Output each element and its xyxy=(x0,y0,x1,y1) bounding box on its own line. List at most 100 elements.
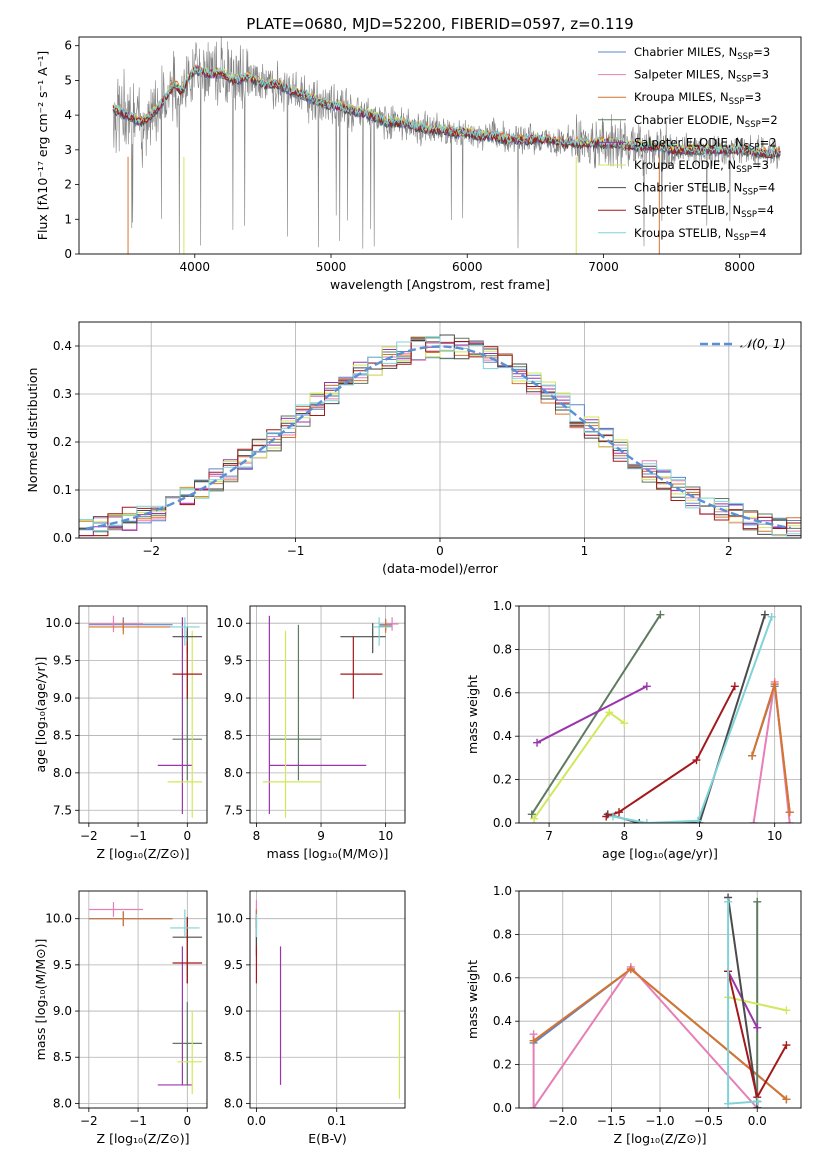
model-line-kroupa-stelib xyxy=(112,65,781,158)
legend-eq: = xyxy=(760,135,770,149)
axes-frame xyxy=(518,605,802,824)
legend-eq: = xyxy=(752,158,762,172)
series-line xyxy=(536,685,648,744)
series-marker xyxy=(635,819,644,823)
legend-subscript: SSP xyxy=(741,210,757,220)
legend-series-name: Kroupa ELODIE xyxy=(634,158,720,172)
y-tick-label: 2 xyxy=(64,178,72,192)
errorbar-chabrier-stelib xyxy=(340,623,386,654)
x-tick-label: 6000 xyxy=(452,260,483,274)
age-vs-mass-panel: 8 9 10 7.5 8.0 8.5 9.0 9.5 10.0 mass [log₁₀(M/M⊙)… xyxy=(216,605,406,861)
x-tick-label: −1 xyxy=(129,1114,147,1128)
series-marker xyxy=(782,1006,791,1015)
y-tick-label: 8.5 xyxy=(53,728,72,742)
legend-n-label: , N xyxy=(720,158,736,172)
errorbar-kroupa-elodie xyxy=(177,1011,203,1095)
errorbar-salpeter-miles xyxy=(88,615,143,633)
errorbar-kroupa-miles xyxy=(88,619,173,635)
series-line xyxy=(532,965,758,1108)
x-tick-label: −2.0 xyxy=(548,1114,577,1128)
x-tick-label: 2 xyxy=(725,544,733,558)
errorbar-kroupa-miles xyxy=(88,911,173,927)
legend-entry: Chabrier STELIB, NSSP=4 xyxy=(634,181,775,198)
series-marker xyxy=(749,819,758,823)
legend-subscript: SSP xyxy=(745,120,761,130)
axes-decor: −2.0 −1.5 −1.0 −0.5 0.0 0.0 0.2 0.4 0.6 0.8 1.0 Z [… xyxy=(465,884,802,1146)
x-tick-label: 0 xyxy=(183,1114,191,1128)
series-marker xyxy=(782,1095,791,1104)
x-tick-label: −0.5 xyxy=(694,1114,723,1128)
plot-area xyxy=(88,615,203,818)
series-kroupa-stelib xyxy=(609,612,776,823)
y-tick-label: 0.2 xyxy=(53,435,72,449)
y-axis-label: Normed distribution xyxy=(25,368,40,493)
series-kroupa-miles xyxy=(529,965,791,1104)
x-tick-label: −2 xyxy=(80,829,98,843)
legend-n-value: 4 xyxy=(767,203,774,217)
errorbar-salpeter-miles xyxy=(385,617,399,631)
legend-eq: = xyxy=(757,203,767,217)
weight-vs-metallicity-panel: −2.0 −1.5 −1.0 −0.5 0.0 0.0 0.2 0.4 0.6 0.8 1.0 Z [… xyxy=(465,884,802,1146)
y-tick-label: 8.0 xyxy=(224,1096,243,1110)
series-marker xyxy=(693,816,702,823)
axes-decor: 0.0 0.1 8.0 8.5 9.0 9.5 10.0 E(B-V) xyxy=(216,890,406,1146)
y-tick-label: 5 xyxy=(64,73,72,87)
histogram-step-kroupa-stelib xyxy=(79,336,801,537)
y-tick-label: 8.0 xyxy=(53,1096,72,1110)
y-tick-label: 1.0 xyxy=(493,599,512,613)
legend-series-name: Chabrier STELIB xyxy=(634,181,726,195)
legend-subscript: SSP xyxy=(742,188,758,198)
y-tick-label: 0 xyxy=(64,247,72,261)
series-marker xyxy=(748,751,757,760)
axes-frame xyxy=(518,890,802,1109)
legend-series-name: Kroupa MILES xyxy=(634,90,713,104)
series-marker xyxy=(767,612,776,621)
y-tick-label: 1 xyxy=(64,212,72,226)
series-line xyxy=(612,616,773,823)
legend-n-value: 2 xyxy=(769,135,776,149)
legend-entry: Chabrier ELODIE, NSSP=2 xyxy=(634,113,778,130)
mass-vs-metallicity-panel: −2 −1 0 8.0 8.5 9.0 9.5 10.0 Z [log₁₀(Z/Z⊙)] mass… xyxy=(33,890,208,1146)
y-tick-label: 9.5 xyxy=(53,958,72,972)
legend-entry: Salpeter ELODIE, NSSP=2 xyxy=(634,135,777,152)
grid xyxy=(79,891,207,1108)
series-marker xyxy=(642,819,651,823)
series-marker xyxy=(620,719,629,728)
series-marker xyxy=(785,819,794,823)
legend-entry: Salpeter STELIB, NSSP=4 xyxy=(634,203,774,220)
errorbar-salpeter-elodie xyxy=(157,617,193,815)
x-tick-label: −1 xyxy=(129,829,147,843)
axes-frame xyxy=(249,605,406,824)
y-tick-label: 8.5 xyxy=(53,1050,72,1064)
axes-decor: 7 8 9 10 0.0 0.2 0.4 0.6 0.8 1.0 age [log₁₀(age/yr… xyxy=(465,599,802,861)
axes-decor: −2 −1 0 7.5 8.0 8.5 9.0 9.5 10.0 Z [log₁₀(Z/Z⊙)] a… xyxy=(33,605,208,861)
x-tick-label: 10 xyxy=(378,829,393,843)
axes-frame xyxy=(249,890,406,1109)
y-tick-label: 6 xyxy=(64,39,72,53)
series-marker xyxy=(724,897,733,906)
series-line xyxy=(727,996,787,1012)
series-marker xyxy=(656,610,665,619)
axes-decor: −2 −1 0 1 2 0.0 0.1 0.2 0.3 0.4 (data-model)/error… xyxy=(25,321,802,576)
x-tick-label: 8000 xyxy=(724,260,755,274)
x-tick-label: 9 xyxy=(317,829,325,843)
errorbar-kroupa-elodie xyxy=(167,630,203,818)
y-tick-label: 0.6 xyxy=(493,686,512,700)
x-tick-label: −2 xyxy=(80,1114,98,1128)
series-marker xyxy=(785,808,794,817)
x-axis-label: Z [log₁₀(Z/Z⊙)] xyxy=(614,1131,707,1146)
legend-series-name: Kroupa STELIB xyxy=(634,226,718,240)
legend-subscript: SSP xyxy=(729,97,745,107)
series-marker xyxy=(626,965,635,974)
errorbar-salpeter-stelib xyxy=(172,641,203,699)
y-tick-label: 10.0 xyxy=(216,616,243,630)
legend-eq: = xyxy=(753,45,763,59)
y-tick-label: 0.8 xyxy=(493,927,512,941)
series-marker xyxy=(760,610,769,619)
y-tick-label: 0.4 xyxy=(493,1014,512,1028)
legend-entry: Salpeter MILES, NSSP=3 xyxy=(634,68,769,85)
legend-n-label: , N xyxy=(729,113,745,127)
series-marker xyxy=(753,1097,762,1106)
